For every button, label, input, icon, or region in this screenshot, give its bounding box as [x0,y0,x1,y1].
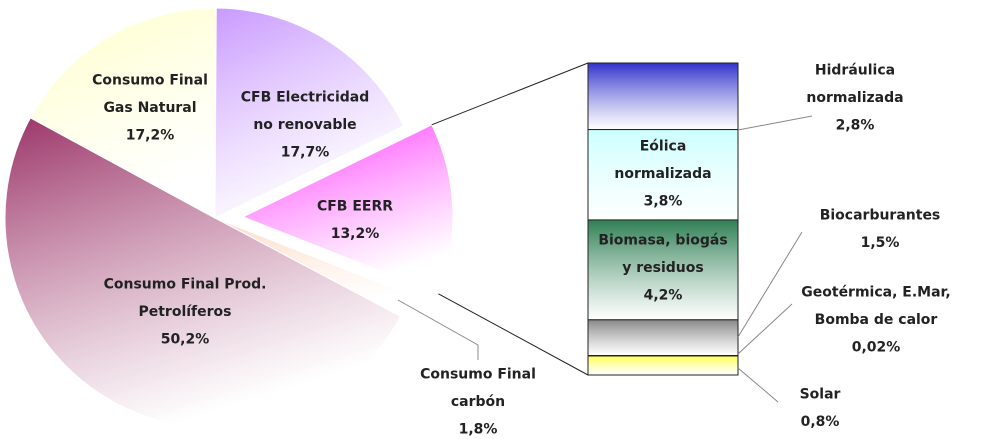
bar-segment [587,62,739,131]
pie-label-value: 13,2% [331,226,380,242]
pie-slice [241,124,454,295]
pie-label-value: 17,7% [281,145,330,161]
bar-label: Hidráulica normalizada [806,63,903,107]
bar-segment [587,129,739,221]
label-line: normalizada [806,90,903,106]
label-line: carbón [451,394,505,410]
bar-segment [587,355,739,376]
bar-label: Biocarburantes [820,207,941,223]
leader-line [737,303,793,355]
label-line: Biocarburantes [820,207,941,223]
label-line: Consumo Final Prod. [104,277,267,293]
pie-label: CFB EERR [317,198,393,214]
pie-label-value: 17,2% [126,128,175,144]
bar-label-value: 0,02% [852,340,901,356]
bar-label-value: 3,8% [644,194,683,210]
pie-label: Consumo Final carbón [420,367,536,411]
leader-line [737,367,779,403]
label-line: no renovable [253,117,356,133]
bar-label-value: 0,8% [801,414,840,430]
label-line: CFB EERR [317,198,393,214]
pie-label: Consumo Final Prod. Petrolíferos [104,277,267,321]
bar-label: Solar [800,386,841,402]
pie-slice [214,7,405,219]
label-line: CFB Electricidad [241,90,370,106]
connector-line [431,62,589,126]
pie-label: CFB Electricidad no renovable [241,90,370,134]
pie-label-value: 1,8% [459,422,498,438]
bar-label: Geotérmica, E.Mar, Bomba de calor [801,285,950,329]
label-line: Bomba de calor [815,312,938,328]
label-line: Biomasa, biogás [598,233,727,249]
label-line: Consumo Final [92,73,208,89]
bar-label: Eólica normalizada [614,139,711,183]
label-line: Hidráulica [815,63,895,79]
label-line: Eólica [640,139,687,155]
bar-label-value: 4,2% [644,288,683,304]
leader-line [737,231,803,338]
leader-line [397,299,479,360]
connector-line [438,293,589,376]
bar-label-value: 2,8% [836,118,875,134]
bar-label: Biomasa, biogás y residuos [598,233,727,277]
label-line: y residuos [622,260,703,276]
label-line: Gas Natural [103,100,196,116]
bar-label-value: 1,5% [861,235,900,251]
bar-segment [587,319,739,356]
leader-line [737,115,813,131]
label-line: Petrolíferos [138,304,231,320]
pie-label-value: 50,2% [161,332,210,348]
label-line: Geotérmica, E.Mar, [801,285,950,301]
label-line: normalizada [614,166,711,182]
pie-label: Consumo Final Gas Natural [92,73,208,117]
pie-slice [29,7,217,219]
label-line: Consumo Final [420,367,536,383]
label-line: Solar [800,386,841,402]
pie-slice [4,117,402,429]
